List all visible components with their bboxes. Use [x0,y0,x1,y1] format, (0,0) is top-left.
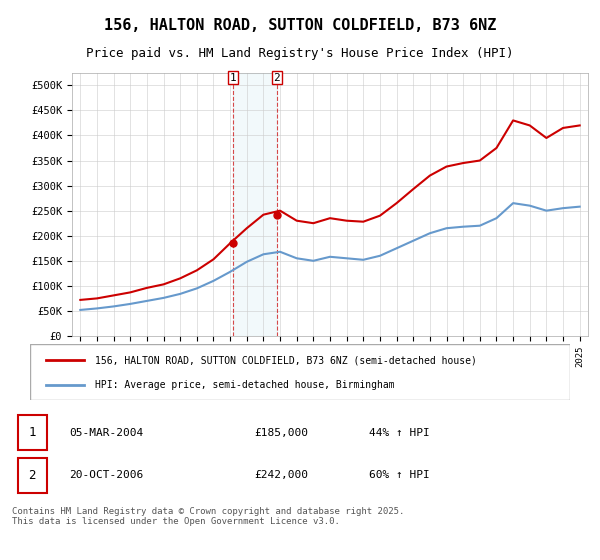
FancyBboxPatch shape [18,416,47,450]
Bar [233,73,277,336]
Text: Price paid vs. HM Land Registry's House Price Index (HPI): Price paid vs. HM Land Registry's House … [86,48,514,60]
Text: 2: 2 [274,73,280,83]
Text: 1: 1 [230,73,236,83]
Text: 2: 2 [28,469,36,482]
Text: HPI: Average price, semi-detached house, Birmingham: HPI: Average price, semi-detached house,… [95,380,394,390]
Text: 156, HALTON ROAD, SUTTON COLDFIELD, B73 6NZ: 156, HALTON ROAD, SUTTON COLDFIELD, B73 … [104,18,496,33]
FancyBboxPatch shape [18,458,47,493]
Text: 60% ↑ HPI: 60% ↑ HPI [369,470,430,480]
FancyBboxPatch shape [30,344,570,400]
Text: £185,000: £185,000 [254,428,308,437]
Text: 1: 1 [28,426,36,439]
Text: £242,000: £242,000 [254,470,308,480]
Text: Contains HM Land Registry data © Crown copyright and database right 2025.
This d: Contains HM Land Registry data © Crown c… [12,507,404,526]
Text: 05-MAR-2004: 05-MAR-2004 [70,428,144,437]
Text: 156, HALTON ROAD, SUTTON COLDFIELD, B73 6NZ (semi-detached house): 156, HALTON ROAD, SUTTON COLDFIELD, B73 … [95,355,476,365]
Text: 20-OCT-2006: 20-OCT-2006 [70,470,144,480]
Text: 44% ↑ HPI: 44% ↑ HPI [369,428,430,437]
